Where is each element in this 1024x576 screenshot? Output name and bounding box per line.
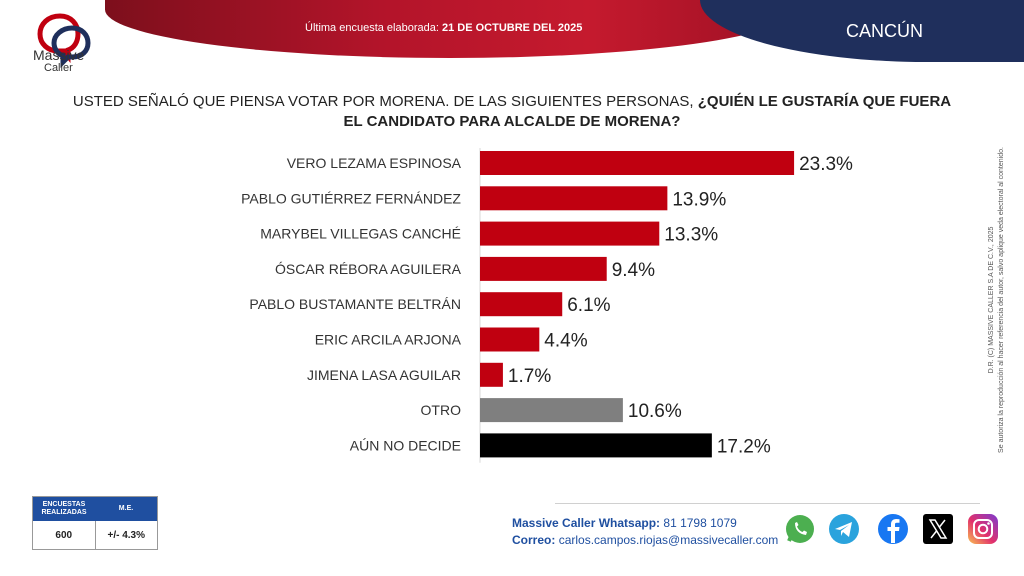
bar-value-label: 17.2% [717, 436, 771, 457]
email-address: carlos.campos.riojas@massivecaller.com [558, 533, 779, 547]
email-label: Correo: [512, 533, 556, 547]
category-label: ERIC ARCILA ARJONA [315, 332, 462, 348]
survey-date: Última encuesta elaborada: 21 DE OCTUBRE… [305, 22, 582, 34]
bar-value-label: 23.3% [799, 154, 853, 175]
bar [480, 398, 623, 423]
telegram-icon[interactable] [828, 513, 860, 545]
copyright-line2: Se autoriza la reproducción al hacer ref… [998, 147, 1005, 453]
survey-date-prefix: Última encuesta elaborada: [305, 22, 439, 34]
copyright-note: D.R. (C) MASSIVE CALLER S.A DE C.V., 202… [987, 120, 1007, 480]
x-icon[interactable] [922, 513, 954, 545]
stats-value-encuestas: 600 [33, 521, 96, 550]
bar [480, 433, 712, 458]
bar-value-label: 4.4% [544, 331, 587, 352]
whatsapp-label: Massive Caller Whatsapp: [512, 516, 661, 530]
question-bold-line1: ¿QUIÉN LE GUSTARÍA QUE FUERA [697, 93, 952, 110]
category-label: VERO LEZAMA ESPINOSA [287, 155, 462, 171]
category-label: MARYBEL VILLEGAS CANCHÉ [260, 226, 461, 242]
bar-value-label: 13.3% [664, 225, 718, 246]
category-label: JIMENA LASA AGUILAR [307, 367, 461, 383]
bar [480, 292, 563, 317]
whatsapp-icon[interactable] [784, 513, 816, 545]
survey-stats-table: ENCUESTAS REALIZADAS M.E. 600 +/- 4.3% [32, 496, 158, 550]
category-label: PABLO GUTIÉRREZ FERNÁNDEZ [241, 190, 461, 206]
bar [480, 327, 540, 352]
whatsapp-number: 81 1798 1079 [663, 516, 737, 530]
copyright-line1: D.R. (C) MASSIVE CALLER S.A DE C.V., 202… [988, 226, 995, 374]
bar-value-label: 10.6% [628, 401, 682, 422]
logo-text-massive: Massive [33, 47, 85, 63]
logo-text-caller: Caller [44, 62, 73, 74]
bar [480, 256, 607, 281]
question-normal: USTED SEÑALÓ QUE PIENSA VOTAR POR MORENA… [72, 93, 694, 110]
bar-value-label: 13.9% [672, 189, 726, 210]
stats-header-me: M.E. [118, 505, 134, 512]
question-bold-line2: EL CANDIDATO PARA ALCALDE DE MORENA? [343, 113, 681, 130]
bar [480, 186, 668, 211]
bar-value-label: 1.7% [508, 366, 551, 387]
bar [480, 221, 660, 246]
facebook-icon[interactable] [877, 513, 909, 545]
bar [480, 362, 503, 387]
bar [480, 151, 795, 175]
city-name: CANCÚN [846, 21, 924, 41]
category-label: OTRO [421, 402, 462, 418]
survey-date-value: 21 DE OCTUBRE DEL 2025 [441, 22, 583, 34]
category-label: PABLO BUSTAMANTE BELTRÁN [249, 296, 461, 312]
category-label: AÚN NO DECIDE [350, 437, 461, 453]
chart-question: USTED SEÑALÓ QUE PIENSA VOTAR POR MORENA… [40, 92, 984, 132]
stats-value-me: +/- 4.3% [107, 530, 146, 541]
contact-info: Massive Caller Whatsapp: 81 1798 1079 Co… [512, 515, 778, 549]
massive-caller-logo-icon [37, 13, 91, 69]
category-label: ÓSCAR RÉBORA AGUILERA [275, 261, 462, 277]
stats-header-encuestas: ENCUESTAS REALIZADAS [41, 501, 87, 516]
contact-divider [555, 503, 980, 504]
bar-value-label: 9.4% [612, 260, 655, 281]
instagram-icon[interactable] [967, 513, 999, 545]
bar-value-label: 6.1% [567, 295, 610, 316]
